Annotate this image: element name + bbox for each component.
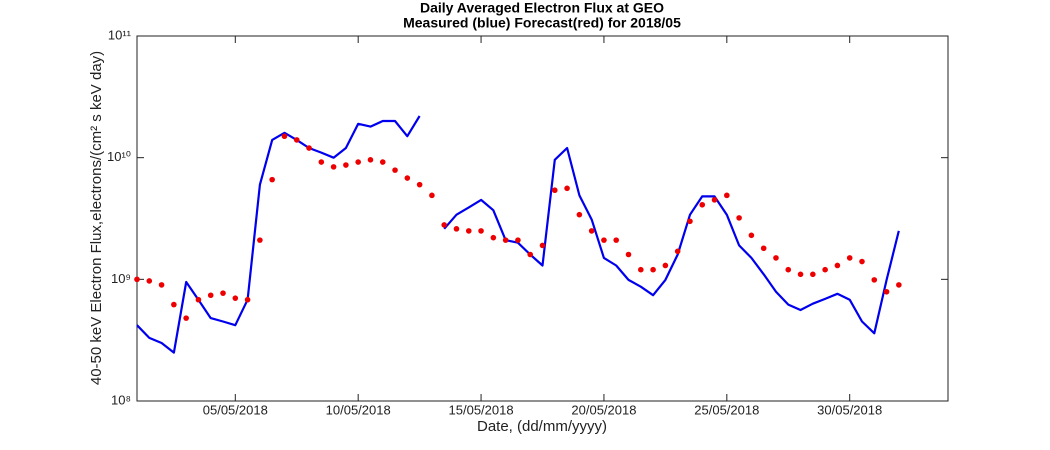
forecast-point bbox=[601, 237, 607, 243]
x-tick-label: 10/05/2018 bbox=[326, 402, 391, 417]
forecast-point bbox=[527, 251, 534, 258]
forecast-point bbox=[650, 266, 656, 273]
forecast-point bbox=[146, 278, 153, 284]
forecast-point bbox=[330, 164, 337, 170]
forecast-point bbox=[404, 175, 411, 181]
forecast-point bbox=[674, 248, 681, 255]
forecast-point bbox=[539, 242, 546, 249]
forecast-point bbox=[834, 262, 841, 269]
chart-subtitle: Measured (blue) Forecast(red) for 2018/0… bbox=[403, 15, 681, 31]
forecast-point bbox=[281, 133, 288, 140]
y-tick-label: 10¹¹ bbox=[108, 27, 132, 42]
forecast-point bbox=[306, 145, 312, 151]
forecast-point bbox=[625, 251, 632, 258]
forecast-point bbox=[134, 276, 140, 283]
forecast-point bbox=[379, 159, 386, 165]
x-tick-label: 20/05/2018 bbox=[571, 402, 636, 417]
forecast-point bbox=[367, 157, 374, 163]
forecast-point bbox=[773, 255, 779, 261]
forecast-point bbox=[785, 266, 792, 273]
forecast-point bbox=[429, 192, 435, 199]
y-tick-label: 10⁸ bbox=[111, 392, 131, 407]
forecast-point bbox=[453, 226, 460, 232]
forecast-point bbox=[564, 185, 570, 192]
forecast-point bbox=[232, 295, 239, 301]
forecast-point bbox=[490, 234, 497, 241]
forecast-point bbox=[171, 301, 177, 308]
forecast-point bbox=[269, 176, 275, 183]
forecast-point bbox=[810, 271, 816, 278]
forecast-point bbox=[736, 215, 742, 221]
forecast-point bbox=[760, 245, 767, 252]
y-tick-label: 10⁹ bbox=[111, 271, 131, 286]
forecast-point bbox=[392, 167, 398, 173]
forecast-point bbox=[638, 266, 644, 273]
forecast-point bbox=[207, 292, 214, 299]
forecast-point bbox=[699, 201, 706, 208]
measured-line bbox=[136, 115, 900, 354]
forecast-point bbox=[576, 211, 583, 218]
forecast-point bbox=[687, 218, 693, 225]
forecast-point bbox=[158, 282, 165, 288]
forecast-point bbox=[343, 162, 349, 168]
plot-frame bbox=[136, 35, 949, 402]
forecast-point bbox=[515, 237, 521, 243]
forecast-point bbox=[883, 288, 890, 295]
forecast-point bbox=[244, 296, 251, 303]
x-tick-label: 30/05/2018 bbox=[817, 402, 882, 417]
chart-title: Daily Averaged Electron Flux at GEO bbox=[420, 0, 664, 16]
x-tick-label: 25/05/2018 bbox=[694, 402, 759, 417]
forecast-point bbox=[416, 181, 423, 188]
x-tick-label: 15/05/2018 bbox=[449, 402, 514, 417]
x-tick-label: 05/05/2018 bbox=[203, 402, 268, 417]
y-tick-label: 10¹⁰ bbox=[107, 149, 131, 164]
forecast-point bbox=[724, 192, 730, 199]
forecast-point bbox=[257, 237, 263, 243]
forecast-point bbox=[318, 159, 325, 165]
forecast-point bbox=[613, 237, 620, 243]
forecast-point bbox=[465, 228, 472, 234]
forecast-point bbox=[441, 222, 447, 228]
forecast-point bbox=[220, 290, 226, 296]
forecast-point bbox=[478, 228, 484, 234]
forecast-point bbox=[871, 277, 878, 283]
forecast-point bbox=[502, 237, 509, 243]
forecast-point bbox=[588, 228, 595, 234]
forecast-point bbox=[183, 315, 189, 321]
forecast-point bbox=[846, 255, 853, 261]
forecast-point bbox=[859, 258, 865, 265]
x-axis-label: Date, (dd/mm/yyyy) bbox=[477, 418, 607, 435]
forecast-point bbox=[293, 137, 300, 143]
forecast-point bbox=[662, 262, 669, 269]
forecast-point bbox=[896, 282, 902, 288]
y-axis-label: 40-50 keV Electron Flux,electrons/(cm² s… bbox=[88, 51, 105, 385]
forecast-point bbox=[551, 187, 558, 194]
forecast-point bbox=[797, 271, 804, 278]
forecast-point bbox=[748, 232, 755, 239]
forecast-point bbox=[195, 296, 202, 303]
forecast-point bbox=[711, 197, 718, 203]
forecast-point bbox=[822, 266, 828, 273]
forecast-point bbox=[355, 159, 361, 165]
